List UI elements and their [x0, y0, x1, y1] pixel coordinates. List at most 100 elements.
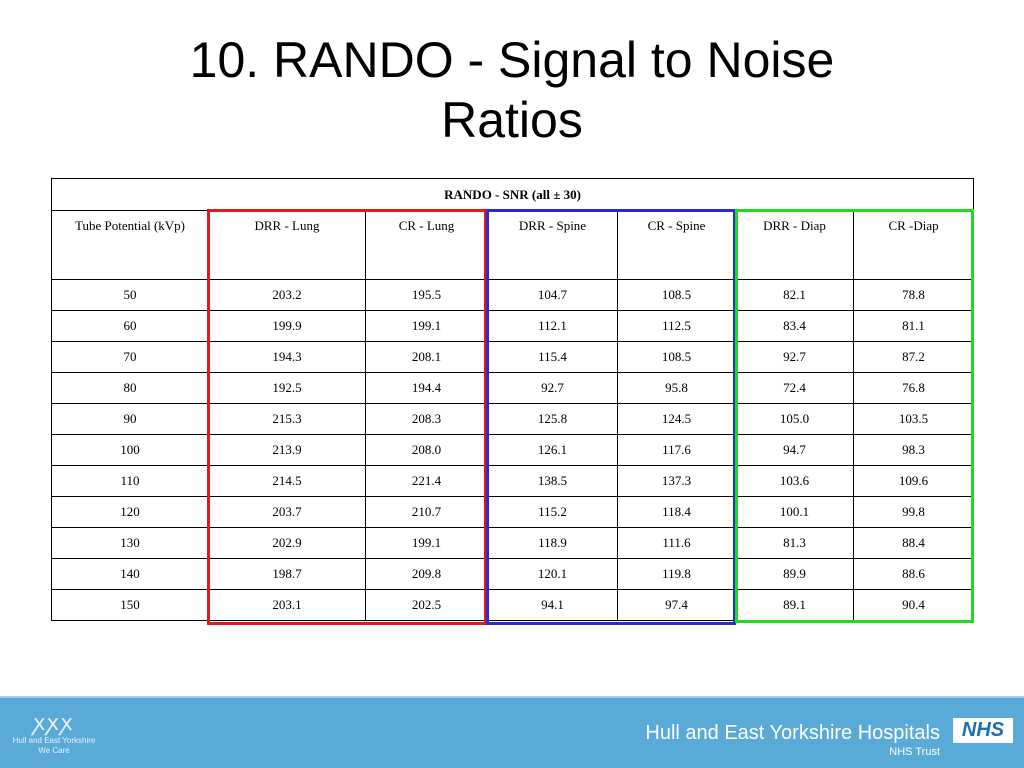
snr-value-cell: 112.5 — [617, 310, 736, 342]
snr-value-cell: 120.1 — [487, 558, 618, 590]
snr-value-cell: 208.3 — [365, 403, 488, 435]
table-row: 70 194.3 208.1 115.4 108.5 92.7 87.2 — [51, 341, 975, 373]
snr-value-cell: 199.1 — [365, 527, 488, 559]
kvp-cell: 50 — [51, 279, 209, 311]
snr-value-cell: 87.2 — [852, 341, 975, 373]
snr-value-cell: 81.3 — [735, 527, 854, 559]
snr-value-cell: 72.4 — [735, 372, 854, 404]
snr-value-cell: 92.7 — [735, 341, 854, 373]
snr-value-cell: 202.5 — [365, 589, 488, 621]
snr-value-cell: 208.0 — [365, 434, 488, 466]
snr-value-cell: 195.5 — [365, 279, 488, 311]
snr-value-cell: 103.5 — [852, 403, 975, 435]
snr-value-cell: 203.1 — [208, 589, 366, 621]
snr-value-cell: 89.9 — [735, 558, 854, 590]
logo-subtext: We Care — [38, 746, 70, 755]
footer-bar: ꭗꭗꭗ Hull and East Yorkshire We Care Hull… — [0, 696, 1024, 768]
table-row: 50 203.2 195.5 104.7 108.5 82.1 78.8 — [51, 279, 975, 311]
snr-value-cell: 202.9 — [208, 527, 366, 559]
snr-value-cell: 209.8 — [365, 558, 488, 590]
people-figures-icon: ꭗꭗꭗ — [33, 710, 75, 735]
snr-value-cell: 115.2 — [487, 496, 618, 528]
kvp-cell: 90 — [51, 403, 209, 435]
table-caption: RANDO - SNR (all ± 30) — [50, 178, 975, 211]
snr-value-cell: 118.4 — [617, 496, 736, 528]
snr-value-cell: 108.5 — [617, 279, 736, 311]
snr-value-cell: 82.1 — [735, 279, 854, 311]
table-row: 150 203.1 202.5 94.1 97.4 89.1 90.4 — [51, 589, 975, 621]
kvp-cell: 140 — [51, 558, 209, 590]
snr-value-cell: 215.3 — [208, 403, 366, 435]
table-row: 90 215.3 208.3 125.8 124.5 105.0 103.5 — [51, 403, 975, 435]
table-row: 140 198.7 209.8 120.1 119.8 89.9 88.6 — [51, 558, 975, 590]
snr-value-cell: 125.8 — [487, 403, 618, 435]
snr-value-cell: 89.1 — [735, 589, 854, 621]
snr-value-cell: 95.8 — [617, 372, 736, 404]
snr-value-cell: 98.3 — [852, 434, 975, 466]
hospital-logo: ꭗꭗꭗ Hull and East Yorkshire We Care — [6, 710, 102, 766]
kvp-cell: 110 — [51, 465, 209, 497]
snr-value-cell: 78.8 — [852, 279, 975, 311]
snr-value-cell: 118.9 — [487, 527, 618, 559]
snr-value-cell: 81.1 — [852, 310, 975, 342]
snr-value-cell: 117.6 — [617, 434, 736, 466]
snr-value-cell: 76.8 — [852, 372, 975, 404]
column-header: DRR - Diap — [735, 210, 854, 280]
snr-value-cell: 104.7 — [487, 279, 618, 311]
snr-value-cell: 198.7 — [208, 558, 366, 590]
kvp-cell: 130 — [51, 527, 209, 559]
snr-value-cell: 92.7 — [487, 372, 618, 404]
slide-title: 10. RANDO - Signal to Noise Ratios — [0, 30, 1024, 150]
kvp-cell: 120 — [51, 496, 209, 528]
snr-value-cell: 108.5 — [617, 341, 736, 373]
kvp-cell: 70 — [51, 341, 209, 373]
column-header: DRR - Lung — [208, 210, 366, 280]
snr-table-container: RANDO - SNR (all ± 30) Tube Potential (k… — [50, 178, 975, 621]
snr-value-cell: 210.7 — [365, 496, 488, 528]
snr-value-cell: 203.2 — [208, 279, 366, 311]
snr-value-cell: 213.9 — [208, 434, 366, 466]
column-header: CR -Diap — [852, 210, 975, 280]
snr-value-cell: 126.1 — [487, 434, 618, 466]
table-row: 80 192.5 194.4 92.7 95.8 72.4 76.8 — [51, 372, 975, 404]
nhs-logo: NHS — [953, 718, 1013, 743]
column-header: DRR - Spine — [487, 210, 618, 280]
snr-value-cell: 90.4 — [852, 589, 975, 621]
snr-value-cell: 192.5 — [208, 372, 366, 404]
snr-value-cell: 94.7 — [735, 434, 854, 466]
snr-value-cell: 138.5 — [487, 465, 618, 497]
snr-value-cell: 221.4 — [365, 465, 488, 497]
snr-table: RANDO - SNR (all ± 30) Tube Potential (k… — [50, 178, 975, 621]
trust-label: NHS Trust — [889, 746, 940, 758]
snr-value-cell: 194.4 — [365, 372, 488, 404]
snr-value-cell: 97.4 — [617, 589, 736, 621]
snr-value-cell: 88.6 — [852, 558, 975, 590]
table-row: 100 213.9 208.0 126.1 117.6 94.7 98.3 — [51, 434, 975, 466]
snr-value-cell: 119.8 — [617, 558, 736, 590]
snr-value-cell: 103.6 — [735, 465, 854, 497]
table-body: 50 203.2 195.5 104.7 108.5 82.1 78.8 60 199.9 199… — [51, 279, 975, 621]
snr-value-cell: 100.1 — [735, 496, 854, 528]
snr-value-cell: 111.6 — [617, 527, 736, 559]
table-row: 60 199.9 199.1 112.1 112.5 83.4 81.1 — [51, 310, 975, 342]
slide-title-line-1: 10. RANDO - Signal to Noise — [189, 32, 835, 88]
snr-value-cell: 109.6 — [852, 465, 975, 497]
snr-value-cell: 203.7 — [208, 496, 366, 528]
snr-value-cell: 208.1 — [365, 341, 488, 373]
column-header: CR - Spine — [617, 210, 736, 280]
slide-title-line-2: Ratios — [441, 92, 583, 148]
column-header: CR - Lung — [365, 210, 488, 280]
logo-text: Hull and East Yorkshire — [12, 736, 96, 745]
table-row: 130 202.9 199.1 118.9 111.6 81.3 88.4 — [51, 527, 975, 559]
snr-value-cell: 199.9 — [208, 310, 366, 342]
organisation-name: Hull and East Yorkshire Hospitals — [645, 722, 940, 744]
snr-value-cell: 137.3 — [617, 465, 736, 497]
kvp-cell: 60 — [51, 310, 209, 342]
kvp-cell: 100 — [51, 434, 209, 466]
snr-value-cell: 112.1 — [487, 310, 618, 342]
snr-value-cell: 124.5 — [617, 403, 736, 435]
snr-value-cell: 214.5 — [208, 465, 366, 497]
snr-value-cell: 88.4 — [852, 527, 975, 559]
snr-value-cell: 194.3 — [208, 341, 366, 373]
table-row: 120 203.7 210.7 115.2 118.4 100.1 99.8 — [51, 496, 975, 528]
